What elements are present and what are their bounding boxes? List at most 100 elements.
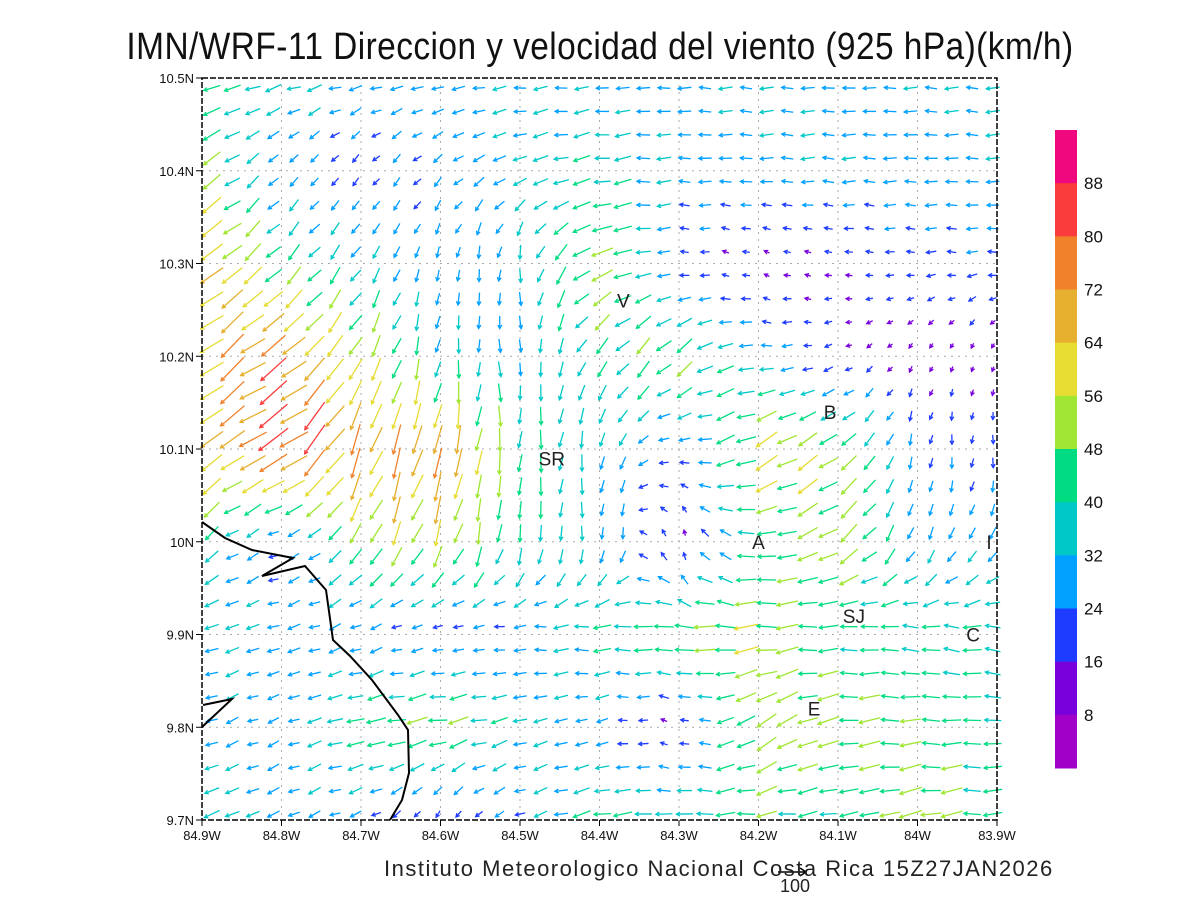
wind-vector — [823, 319, 833, 325]
wind-vector — [697, 179, 712, 185]
wind-vector — [614, 109, 631, 115]
wind-vector — [328, 598, 342, 609]
wind-vector — [821, 155, 835, 161]
wind-vector — [474, 199, 484, 212]
wind-vector — [391, 130, 402, 140]
wind-vector — [350, 423, 361, 456]
wind-vector — [820, 411, 837, 421]
wind-vector — [880, 647, 899, 653]
wind-vector — [532, 178, 549, 186]
wind-vector — [984, 670, 1001, 676]
wind-vector — [676, 412, 692, 420]
wind-vector — [225, 553, 239, 560]
wind-vector — [858, 811, 880, 818]
wind-vector — [594, 85, 609, 91]
wind-vector — [204, 574, 219, 586]
wind-vector — [283, 312, 305, 332]
wind-vector — [475, 498, 482, 523]
wind-vector — [476, 339, 482, 354]
wind-vector — [940, 787, 963, 795]
wind-vector — [594, 694, 610, 701]
wind-vector — [491, 694, 508, 701]
wind-vector — [221, 289, 244, 309]
wind-vector — [677, 155, 691, 161]
wind-vector — [453, 449, 463, 478]
wind-vector — [573, 85, 589, 92]
wind-vector — [838, 788, 859, 795]
wind-vector — [799, 109, 815, 115]
wind-vector — [899, 694, 921, 700]
x-tick-label: 84W — [904, 828, 931, 843]
wind-vector — [537, 338, 543, 354]
wind-vector — [698, 226, 711, 232]
wind-vector — [552, 624, 569, 631]
wind-vector — [860, 601, 879, 607]
wind-vector — [717, 575, 733, 584]
wind-vector — [369, 499, 383, 521]
wind-vector — [714, 647, 736, 653]
wind-vector — [636, 694, 650, 700]
wind-vector — [635, 155, 651, 161]
wind-vector — [637, 741, 649, 747]
wind-vector — [962, 811, 981, 817]
wind-vector — [733, 646, 759, 655]
colorbar-segment — [1055, 236, 1077, 290]
wind-vector — [370, 811, 382, 817]
wind-vector — [969, 412, 975, 421]
wind-vector — [262, 312, 285, 332]
wind-vector — [734, 669, 758, 679]
wind-vector — [885, 501, 895, 519]
wind-vector — [614, 317, 631, 327]
wind-vector — [599, 456, 606, 471]
wind-vector — [495, 524, 503, 543]
wind-vector — [615, 764, 630, 770]
wind-vector — [817, 624, 838, 630]
wind-vector — [777, 788, 797, 794]
wind-vector — [409, 763, 425, 772]
wind-vector — [817, 670, 839, 678]
wind-vector — [719, 296, 731, 302]
wind-vector — [638, 507, 648, 513]
wind-vector — [886, 366, 893, 372]
wind-vector — [682, 551, 687, 561]
wind-vector — [838, 574, 859, 586]
wind-vector — [920, 788, 941, 794]
wind-vector — [719, 202, 731, 208]
wind-vector — [678, 202, 690, 208]
wind-vector — [698, 740, 711, 746]
wind-vector — [246, 152, 260, 165]
wind-vector — [348, 358, 363, 381]
wind-vector — [758, 366, 774, 372]
wind-vector — [838, 600, 859, 608]
wind-vector — [886, 389, 894, 397]
wind-vector — [238, 431, 267, 448]
wind-vector — [682, 528, 688, 536]
wind-vector — [432, 131, 444, 139]
wind-vector — [533, 763, 548, 772]
wind-vector — [327, 501, 343, 519]
wind-vector — [411, 786, 423, 795]
wind-vector — [965, 132, 979, 137]
wind-vector — [970, 389, 975, 397]
wind-vector — [536, 245, 546, 259]
wind-vector — [781, 343, 793, 349]
wind-vector — [599, 503, 605, 517]
wind-vector — [800, 85, 815, 91]
wind-vector — [776, 577, 798, 584]
wind-vector — [962, 694, 982, 700]
wind-vector — [287, 671, 301, 677]
wind-vector — [928, 412, 934, 421]
wind-vector — [497, 338, 503, 354]
wind-vector — [328, 646, 342, 654]
wind-vector — [962, 764, 981, 770]
wind-vector — [286, 647, 301, 654]
wind-vector — [676, 788, 692, 794]
wind-vector — [204, 694, 218, 700]
wind-vector — [493, 574, 506, 586]
map-title: IMN/WRF-11 Direccion y velocidad del vie… — [126, 26, 1074, 68]
wind-vector — [865, 387, 874, 398]
wind-vector — [391, 546, 403, 567]
wind-vector — [739, 108, 753, 114]
wind-vector — [552, 179, 570, 186]
